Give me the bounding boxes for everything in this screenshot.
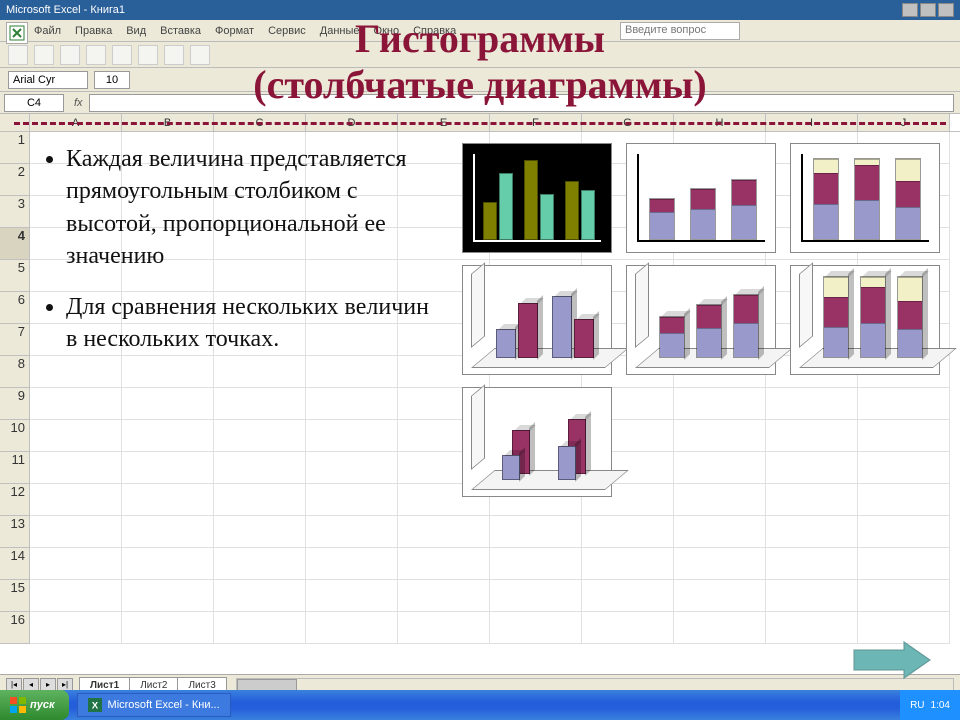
- title-divider: [14, 122, 946, 125]
- next-arrow-shape[interactable]: [850, 638, 934, 682]
- bullet-item: Каждая величина представляется прямоугол…: [66, 143, 444, 273]
- slide-title-line1: Гистограммы: [355, 16, 605, 61]
- chart-type-clustered-2d[interactable]: [462, 143, 612, 253]
- chart-type-stacked-3d[interactable]: [626, 265, 776, 375]
- slide-title-line2: (столбчатые диаграммы): [253, 62, 706, 107]
- chart-type-clustered-3d[interactable]: [462, 265, 612, 375]
- slide-body: Каждая величина представляется прямоугол…: [0, 135, 960, 497]
- chart-type-stacked-2d[interactable]: [626, 143, 776, 253]
- slide-title-block: Гистограммы (столбчатые диаграммы): [0, 0, 960, 112]
- slide-title: Гистограммы (столбчатые диаграммы): [40, 16, 920, 108]
- bullet-item: Для сравнения нескольких величин в неско…: [66, 291, 444, 356]
- bullet-list: Каждая величина представляется прямоугол…: [40, 143, 444, 497]
- chart-type-panel: [462, 143, 940, 497]
- slide-overlay: Гистограммы (столбчатые диаграммы) Кажда…: [0, 0, 960, 720]
- chart-type-stacked100-3d[interactable]: [790, 265, 940, 375]
- chart-type-column-3d[interactable]: [462, 387, 612, 497]
- chart-type-stacked100-2d[interactable]: [790, 143, 940, 253]
